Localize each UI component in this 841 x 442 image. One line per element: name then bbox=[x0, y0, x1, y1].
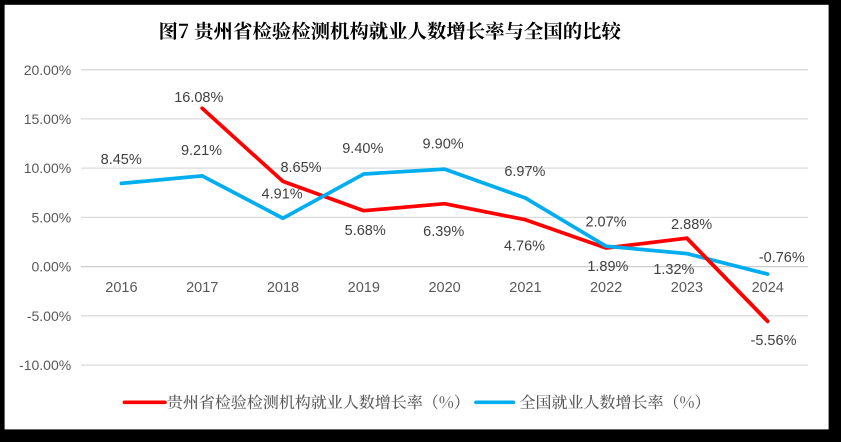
svg-text:9.90%: 9.90% bbox=[423, 137, 464, 153]
svg-text:5.68%: 5.68% bbox=[345, 223, 386, 239]
svg-text:2018: 2018 bbox=[267, 280, 299, 296]
svg-text:8.45%: 8.45% bbox=[101, 152, 142, 168]
svg-text:-0.76%: -0.76% bbox=[759, 250, 805, 266]
svg-text:9.40%: 9.40% bbox=[342, 141, 383, 157]
svg-text:6.97%: 6.97% bbox=[504, 164, 545, 180]
svg-text:0.00%: 0.00% bbox=[31, 259, 71, 275]
svg-text:6.39%: 6.39% bbox=[423, 224, 464, 240]
svg-text:2.88%: 2.88% bbox=[671, 217, 712, 233]
svg-text:4.91%: 4.91% bbox=[262, 187, 303, 203]
svg-text:2021: 2021 bbox=[509, 280, 541, 296]
svg-text:2017: 2017 bbox=[186, 280, 218, 296]
svg-text:5.00%: 5.00% bbox=[31, 210, 71, 226]
svg-text:4.76%: 4.76% bbox=[504, 239, 545, 255]
svg-text:2023: 2023 bbox=[671, 280, 703, 296]
svg-text:16.08%: 16.08% bbox=[174, 90, 223, 106]
svg-text:2020: 2020 bbox=[428, 280, 460, 296]
svg-text:20.00%: 20.00% bbox=[24, 62, 71, 78]
svg-text:-10.00%: -10.00% bbox=[19, 357, 71, 373]
svg-text:9.21%: 9.21% bbox=[181, 143, 222, 159]
svg-text:1.89%: 1.89% bbox=[587, 259, 628, 275]
svg-text:1.32%: 1.32% bbox=[653, 262, 694, 278]
svg-text:10.00%: 10.00% bbox=[24, 160, 71, 176]
svg-text:2022: 2022 bbox=[590, 280, 622, 296]
svg-text:8.65%: 8.65% bbox=[280, 160, 321, 176]
svg-text:2019: 2019 bbox=[348, 280, 380, 296]
svg-text:-5.00%: -5.00% bbox=[27, 308, 71, 324]
svg-text:-5.56%: -5.56% bbox=[751, 333, 797, 349]
svg-text:2024: 2024 bbox=[752, 280, 784, 296]
svg-text:2.07%: 2.07% bbox=[585, 214, 626, 230]
svg-text:2016: 2016 bbox=[105, 280, 137, 296]
svg-text:15.00%: 15.00% bbox=[24, 111, 71, 127]
